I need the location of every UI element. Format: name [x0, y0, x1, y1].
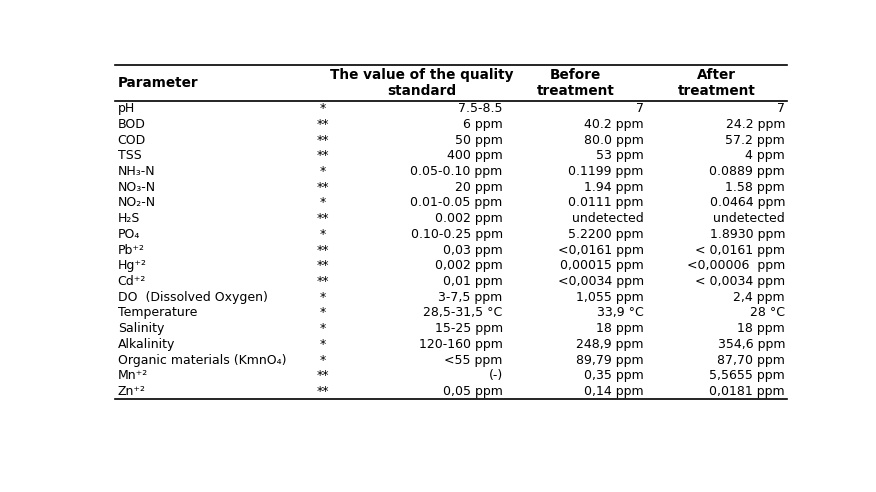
Text: 87,70 ppm: 87,70 ppm	[717, 354, 785, 367]
Text: 0,01 ppm: 0,01 ppm	[443, 275, 503, 288]
Text: The value of the quality
standard: The value of the quality standard	[330, 67, 513, 98]
Text: Before
treatment: Before treatment	[536, 67, 614, 98]
Text: 15-25 ppm: 15-25 ppm	[434, 322, 503, 335]
Text: BOD: BOD	[117, 118, 145, 131]
Text: 0,00015 ppm: 0,00015 ppm	[560, 259, 644, 272]
Text: 5.2200 ppm: 5.2200 ppm	[569, 228, 644, 241]
Text: 0.10-0.25 ppm: 0.10-0.25 ppm	[411, 228, 503, 241]
Text: Alkalinity: Alkalinity	[117, 338, 175, 351]
Text: undetected: undetected	[713, 212, 785, 225]
Text: <0,0034 ppm: <0,0034 ppm	[558, 275, 644, 288]
Text: 0,35 ppm: 0,35 ppm	[584, 369, 644, 382]
Text: 5,5655 ppm: 5,5655 ppm	[710, 369, 785, 382]
Text: 1,055 ppm: 1,055 ppm	[576, 291, 644, 304]
Text: pH: pH	[117, 102, 135, 115]
Text: **: **	[316, 118, 328, 131]
Text: Salinity: Salinity	[117, 322, 164, 335]
Text: *: *	[320, 338, 326, 351]
Text: 0.01-0.05 ppm: 0.01-0.05 ppm	[411, 196, 503, 210]
Text: 120-160 ppm: 120-160 ppm	[419, 338, 503, 351]
Text: **: **	[316, 133, 328, 147]
Text: 20 ppm: 20 ppm	[455, 181, 503, 194]
Text: **: **	[316, 385, 328, 398]
Text: <0,0161 ppm: <0,0161 ppm	[558, 244, 644, 256]
Text: 28,5-31,5 °C: 28,5-31,5 °C	[423, 307, 503, 319]
Text: 4 ppm: 4 ppm	[745, 149, 785, 162]
Text: 0,03 ppm: 0,03 ppm	[443, 244, 503, 256]
Text: 0.0889 ppm: 0.0889 ppm	[710, 165, 785, 178]
Text: **: **	[316, 275, 328, 288]
Text: < 0,0034 ppm: < 0,0034 ppm	[695, 275, 785, 288]
Text: H₂S: H₂S	[117, 212, 140, 225]
Text: 0,0181 ppm: 0,0181 ppm	[710, 385, 785, 398]
Text: 354,6 ppm: 354,6 ppm	[717, 338, 785, 351]
Text: 53 ppm: 53 ppm	[596, 149, 644, 162]
Text: PO₄: PO₄	[117, 228, 140, 241]
Text: 24.2 ppm: 24.2 ppm	[725, 118, 785, 131]
Text: After
treatment: After treatment	[677, 67, 755, 98]
Text: Zn⁺²: Zn⁺²	[117, 385, 145, 398]
Text: 2,4 ppm: 2,4 ppm	[733, 291, 785, 304]
Text: **: **	[316, 212, 328, 225]
Text: 57.2 ppm: 57.2 ppm	[725, 133, 785, 147]
Text: 0.0111 ppm: 0.0111 ppm	[569, 196, 644, 210]
Text: 0.05-0.10 ppm: 0.05-0.10 ppm	[411, 165, 503, 178]
Text: 50 ppm: 50 ppm	[455, 133, 503, 147]
Text: **: **	[316, 369, 328, 382]
Text: 400 ppm: 400 ppm	[447, 149, 503, 162]
Text: 0.1199 ppm: 0.1199 ppm	[569, 165, 644, 178]
Text: 0,14 ppm: 0,14 ppm	[584, 385, 644, 398]
Text: <55 ppm: <55 ppm	[444, 354, 503, 367]
Text: Pb⁺²: Pb⁺²	[117, 244, 145, 256]
Text: 7.5-8.5: 7.5-8.5	[458, 102, 503, 115]
Text: NO₃-N: NO₃-N	[117, 181, 156, 194]
Text: 18 ppm: 18 ppm	[738, 322, 785, 335]
Text: Temperature: Temperature	[117, 307, 197, 319]
Text: 0,05 ppm: 0,05 ppm	[443, 385, 503, 398]
Text: *: *	[320, 165, 326, 178]
Text: 0.002 ppm: 0.002 ppm	[435, 212, 503, 225]
Text: TSS: TSS	[117, 149, 141, 162]
Text: <0,00006  ppm: <0,00006 ppm	[687, 259, 785, 272]
Text: **: **	[316, 149, 328, 162]
Text: *: *	[320, 354, 326, 367]
Text: COD: COD	[117, 133, 146, 147]
Text: *: *	[320, 291, 326, 304]
Text: Hg⁺²: Hg⁺²	[117, 259, 146, 272]
Text: 40.2 ppm: 40.2 ppm	[584, 118, 644, 131]
Text: 0,002 ppm: 0,002 ppm	[435, 259, 503, 272]
Text: 1.94 ppm: 1.94 ppm	[584, 181, 644, 194]
Text: **: **	[316, 181, 328, 194]
Text: 89,79 ppm: 89,79 ppm	[576, 354, 644, 367]
Text: 7: 7	[777, 102, 785, 115]
Text: Mn⁺²: Mn⁺²	[117, 369, 148, 382]
Text: *: *	[320, 102, 326, 115]
Text: NH₃-N: NH₃-N	[117, 165, 155, 178]
Text: DO  (Dissolved Oxygen): DO (Dissolved Oxygen)	[117, 291, 267, 304]
Text: 1.8930 ppm: 1.8930 ppm	[710, 228, 785, 241]
Text: 28 °C: 28 °C	[750, 307, 785, 319]
Text: Organic materials (KmnO₄): Organic materials (KmnO₄)	[117, 354, 286, 367]
Text: Parameter: Parameter	[117, 76, 198, 90]
Text: < 0,0161 ppm: < 0,0161 ppm	[695, 244, 785, 256]
Text: (-): (-)	[489, 369, 503, 382]
Text: 80.0 ppm: 80.0 ppm	[584, 133, 644, 147]
Text: *: *	[320, 307, 326, 319]
Text: 0.0464 ppm: 0.0464 ppm	[710, 196, 785, 210]
Text: Cd⁺²: Cd⁺²	[117, 275, 146, 288]
Text: 33,9 °C: 33,9 °C	[597, 307, 644, 319]
Text: undetected: undetected	[572, 212, 644, 225]
Text: 7: 7	[636, 102, 644, 115]
Text: *: *	[320, 196, 326, 210]
Text: *: *	[320, 228, 326, 241]
Text: 18 ppm: 18 ppm	[596, 322, 644, 335]
Text: NO₂-N: NO₂-N	[117, 196, 156, 210]
Text: *: *	[320, 322, 326, 335]
Text: **: **	[316, 244, 328, 256]
Text: **: **	[316, 259, 328, 272]
Text: 3-7,5 ppm: 3-7,5 ppm	[439, 291, 503, 304]
Text: 1.58 ppm: 1.58 ppm	[725, 181, 785, 194]
Text: 6 ppm: 6 ppm	[463, 118, 503, 131]
Text: 248,9 ppm: 248,9 ppm	[576, 338, 644, 351]
